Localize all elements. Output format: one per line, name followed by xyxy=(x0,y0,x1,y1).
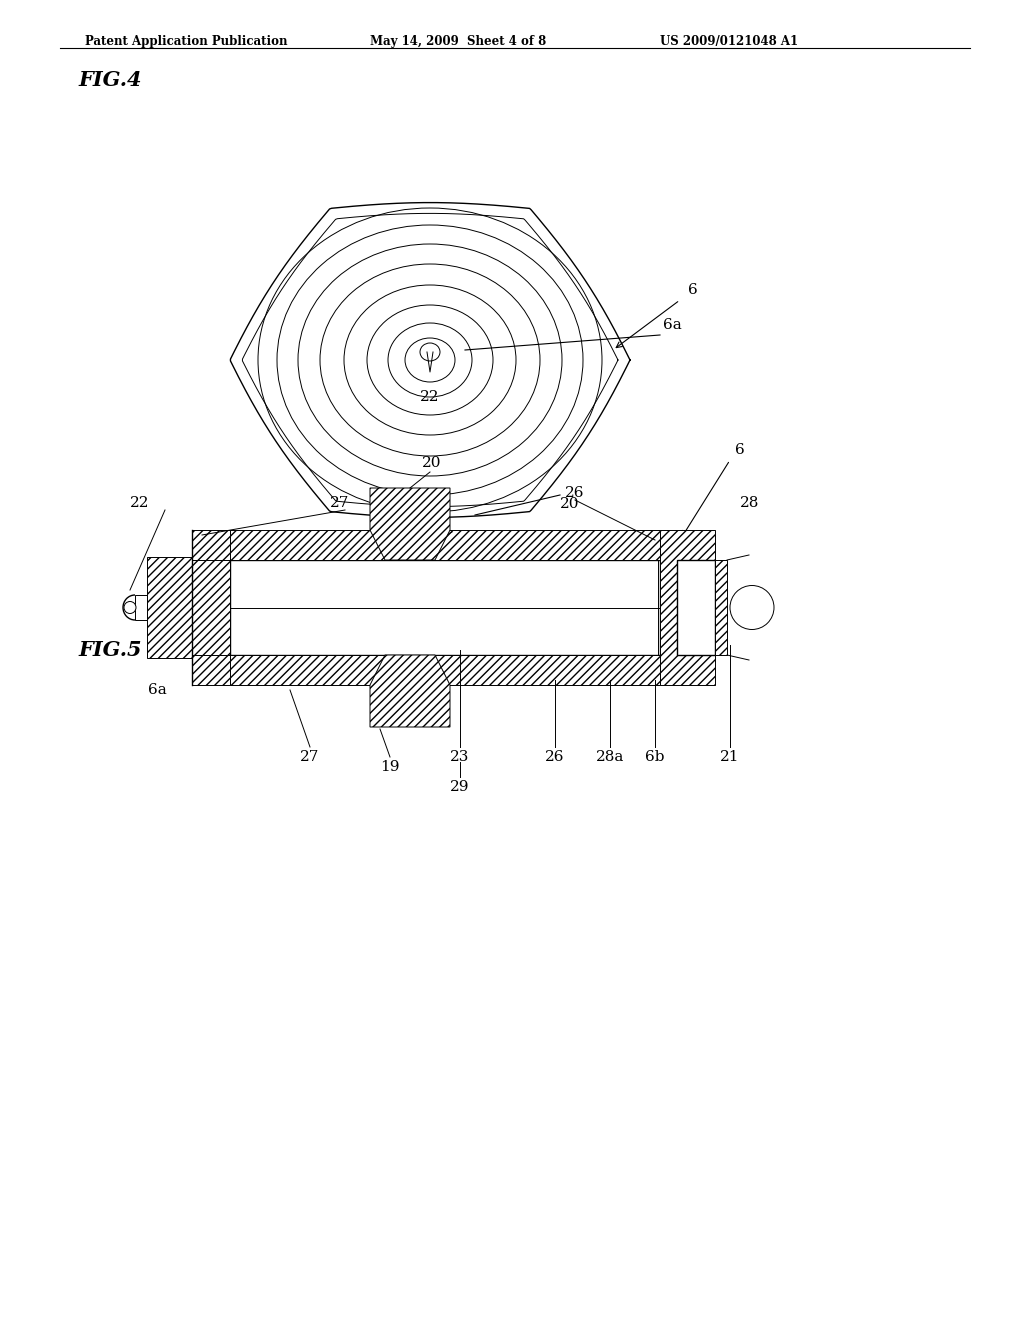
Text: 27: 27 xyxy=(330,496,349,510)
Polygon shape xyxy=(370,488,450,560)
Text: 28a: 28a xyxy=(596,750,625,764)
Bar xyxy=(193,560,230,655)
Bar xyxy=(677,560,715,655)
Text: 6a: 6a xyxy=(148,682,167,697)
Polygon shape xyxy=(193,531,230,560)
Text: Patent Application Publication: Patent Application Publication xyxy=(85,36,288,48)
Polygon shape xyxy=(193,655,230,685)
Text: 20: 20 xyxy=(560,498,580,511)
Circle shape xyxy=(730,586,774,630)
Bar xyxy=(660,531,715,685)
Text: 6: 6 xyxy=(735,444,744,457)
Bar xyxy=(147,557,193,657)
Bar xyxy=(230,655,660,685)
Text: 26: 26 xyxy=(565,486,585,500)
Text: 29: 29 xyxy=(451,780,470,795)
Polygon shape xyxy=(370,655,450,727)
Bar xyxy=(230,560,660,655)
Text: 20: 20 xyxy=(422,455,441,470)
Text: 6a: 6a xyxy=(663,318,682,333)
Text: 26: 26 xyxy=(545,750,565,764)
Text: FIG.4: FIG.4 xyxy=(78,70,141,90)
Text: 19: 19 xyxy=(380,760,399,774)
Text: 22: 22 xyxy=(130,496,150,510)
Text: US 2009/0121048 A1: US 2009/0121048 A1 xyxy=(660,36,798,48)
Bar xyxy=(715,560,727,655)
Text: 21: 21 xyxy=(720,750,739,764)
Text: 19: 19 xyxy=(400,558,420,572)
Text: 23: 23 xyxy=(451,750,470,764)
Text: 6: 6 xyxy=(688,282,697,297)
Text: May 14, 2009  Sheet 4 of 8: May 14, 2009 Sheet 4 of 8 xyxy=(370,36,546,48)
Text: FIG.5: FIG.5 xyxy=(78,640,141,660)
Bar xyxy=(135,595,147,620)
Text: 22: 22 xyxy=(420,389,439,404)
Circle shape xyxy=(124,602,136,614)
Text: 6b: 6b xyxy=(645,750,665,764)
Bar xyxy=(230,531,660,560)
Text: 28: 28 xyxy=(740,496,760,510)
Text: 27: 27 xyxy=(300,750,319,764)
Ellipse shape xyxy=(420,343,440,360)
